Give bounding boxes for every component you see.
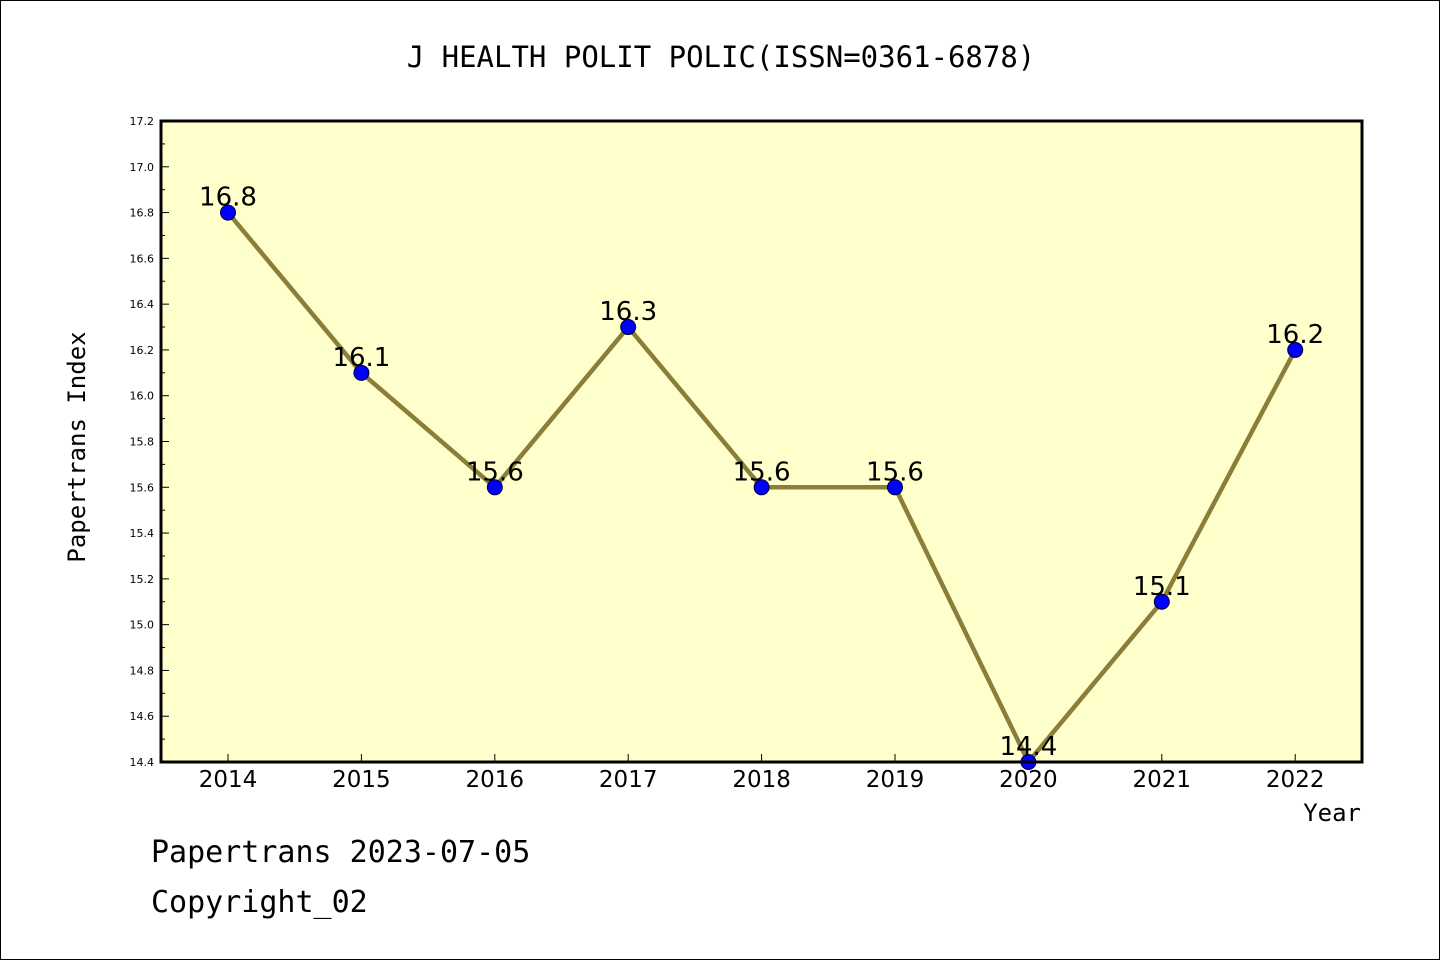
- x-tick-label: 2018: [732, 767, 791, 793]
- x-tick-label: 2017: [599, 767, 658, 793]
- x-tick-label: 2014: [199, 767, 258, 793]
- footer-date: Papertrans 2023-07-05: [151, 835, 531, 870]
- y-tick-label: 15.0: [130, 619, 155, 632]
- y-tick-label: 17.2: [130, 115, 155, 128]
- x-tick-label: 2015: [332, 767, 391, 793]
- y-tick-label: 17.0: [130, 161, 155, 174]
- y-axis-title: Papertrans Index: [63, 331, 91, 562]
- plot-area: [161, 121, 1362, 762]
- data-point: [887, 479, 903, 496]
- y-tick-label: 16.8: [130, 207, 155, 220]
- data-label: 14.4: [999, 732, 1057, 762]
- y-tick-label: 16.6: [130, 252, 155, 265]
- x-tick-label: 2020: [999, 767, 1058, 793]
- data-point: [353, 364, 370, 381]
- data-label: 15.6: [866, 457, 924, 487]
- data-label: 16.3: [599, 297, 657, 327]
- y-tick-label: 14.6: [130, 710, 155, 723]
- y-tick-label: 16.4: [130, 298, 155, 311]
- x-tick-label: 2022: [1266, 767, 1325, 793]
- data-point: [1153, 593, 1170, 610]
- data-markers: [220, 204, 1304, 770]
- data-label: 15.6: [733, 457, 791, 487]
- y-tick-label: 16.0: [130, 390, 155, 403]
- y-tick-label: 14.4: [130, 756, 155, 769]
- data-point: [220, 204, 236, 221]
- x-tick-label: 2019: [866, 767, 925, 793]
- y-tick-label: 15.8: [130, 436, 155, 449]
- data-point: [753, 479, 770, 496]
- data-label: 16.8: [199, 183, 257, 213]
- data-label: 16.2: [1266, 320, 1324, 350]
- x-axis-title: Year: [1303, 799, 1361, 827]
- data-label: 15.6: [466, 457, 524, 487]
- chart-title: J HEALTH POLIT POLIC(ISSN=0361-6878): [407, 40, 1036, 74]
- data-point: [620, 319, 637, 336]
- data-point: [1287, 341, 1304, 358]
- x-axis-ticks: 2014 2015 2016 2017 2018 2019 2020 2021 2022: [199, 754, 1325, 793]
- data-labels: 16.8 16.1 15.6 16.3 15.6 15.6 14.4 15.1 16.2: [199, 183, 1324, 762]
- y-tick-label: 16.2: [130, 344, 155, 357]
- x-tick-label: 2016: [466, 767, 525, 793]
- data-label: 16.1: [332, 343, 390, 373]
- data-label: 15.1: [1133, 572, 1191, 602]
- y-tick-label: 15.2: [130, 573, 155, 586]
- footer-copyright: Copyright_02: [151, 885, 368, 920]
- y-tick-label: 14.8: [130, 664, 155, 677]
- x-tick-label: 2021: [1133, 767, 1192, 793]
- y-tick-label: 15.4: [130, 527, 155, 540]
- y-axis-ticks: 14.4 14.6 14.8 15.0 15.2 15.4 15.6 15.8 16.0 16.2…: [130, 115, 169, 769]
- data-point: [486, 479, 503, 496]
- plot-border: [159, 119, 1364, 764]
- y-tick-label: 15.6: [130, 481, 155, 494]
